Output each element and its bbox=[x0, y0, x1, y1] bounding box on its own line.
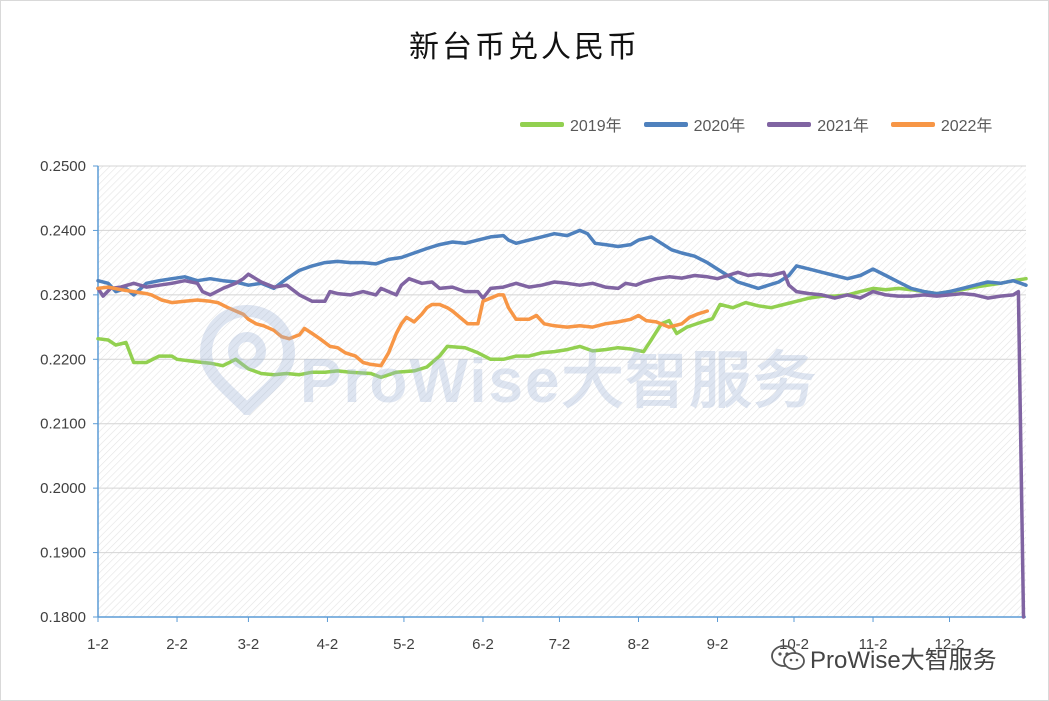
x-tick-label: 1-2 bbox=[87, 636, 109, 653]
series-line-2020年 bbox=[96, 228, 1028, 297]
y-tick-label: 0.2100 bbox=[40, 416, 86, 433]
legend-swatch-2020 bbox=[643, 121, 688, 127]
legend-label-2021: 2021年 bbox=[817, 118, 869, 135]
legend-item-2019: 2019年 bbox=[520, 112, 622, 136]
y-tick-label: 0.2000 bbox=[40, 480, 86, 497]
plot-area bbox=[98, 166, 1026, 617]
legend-item-2022: 2022年 bbox=[890, 112, 993, 136]
y-tick-label: 0.1800 bbox=[40, 609, 86, 626]
legend-swatch-2022 bbox=[890, 121, 935, 127]
axes bbox=[97, 166, 1026, 618]
x-tick-label: 11-2 bbox=[859, 636, 888, 653]
x-tick-label: 12-2 bbox=[935, 636, 965, 653]
legend-label-2022: 2022年 bbox=[940, 118, 993, 135]
legend-item-2021: 2021年 bbox=[767, 112, 869, 136]
y-tick-label: 0.2300 bbox=[40, 287, 86, 304]
y-tick-label: 0.1900 bbox=[40, 545, 86, 562]
x-tick-label: 6-2 bbox=[472, 636, 494, 653]
series-line-2022年 bbox=[96, 285, 710, 368]
x-tick-label: 3-2 bbox=[238, 636, 260, 653]
footer-watermark-text: ProWise大智服务 bbox=[810, 647, 997, 674]
x-tick-label: 2-2 bbox=[166, 636, 188, 653]
x-tick-label: 7-2 bbox=[549, 636, 571, 653]
x-axis-ticks: 1-2 2-2 3-2 4-2 5-2 6-2 7-2 8-2 9-2 10-2 11-2 12-2 bbox=[87, 617, 965, 653]
y-axis-ticks: 0.2500 0.2400 0.2300 0.2200 0.2100 0.2000 0.19… bbox=[40, 158, 98, 626]
y-tick-label: 0.2400 bbox=[40, 222, 86, 239]
series-line-2019年 bbox=[96, 276, 1028, 380]
x-tick-label: 5-2 bbox=[393, 636, 415, 653]
wechat-icon bbox=[771, 644, 805, 670]
legend-label-2020: 2020年 bbox=[693, 118, 746, 135]
x-tick-label: 10-2 bbox=[779, 636, 809, 653]
x-tick-label: 9-2 bbox=[707, 636, 729, 653]
x-tick-label: 8-2 bbox=[628, 636, 650, 653]
legend-item-2020: 2020年 bbox=[643, 112, 746, 136]
legend-label-2019: 2019年 bbox=[570, 118, 622, 135]
legend-swatch-2019 bbox=[520, 121, 564, 127]
series-line-2021年 bbox=[96, 270, 1026, 619]
y-tick-label: 0.2500 bbox=[40, 158, 86, 175]
x-tick-label: 4-2 bbox=[317, 636, 339, 653]
series-lines bbox=[96, 228, 1028, 619]
y-tick-label: 0.2200 bbox=[40, 351, 86, 368]
footer-watermark: ProWise大智服务 bbox=[770, 640, 997, 675]
legend-swatch-2021 bbox=[767, 121, 812, 127]
chart-title: 新台币兑人民币 bbox=[409, 30, 640, 65]
plot-background bbox=[98, 166, 1026, 617]
legend: 2019年 2020年 2021年 2022年 bbox=[520, 112, 992, 136]
